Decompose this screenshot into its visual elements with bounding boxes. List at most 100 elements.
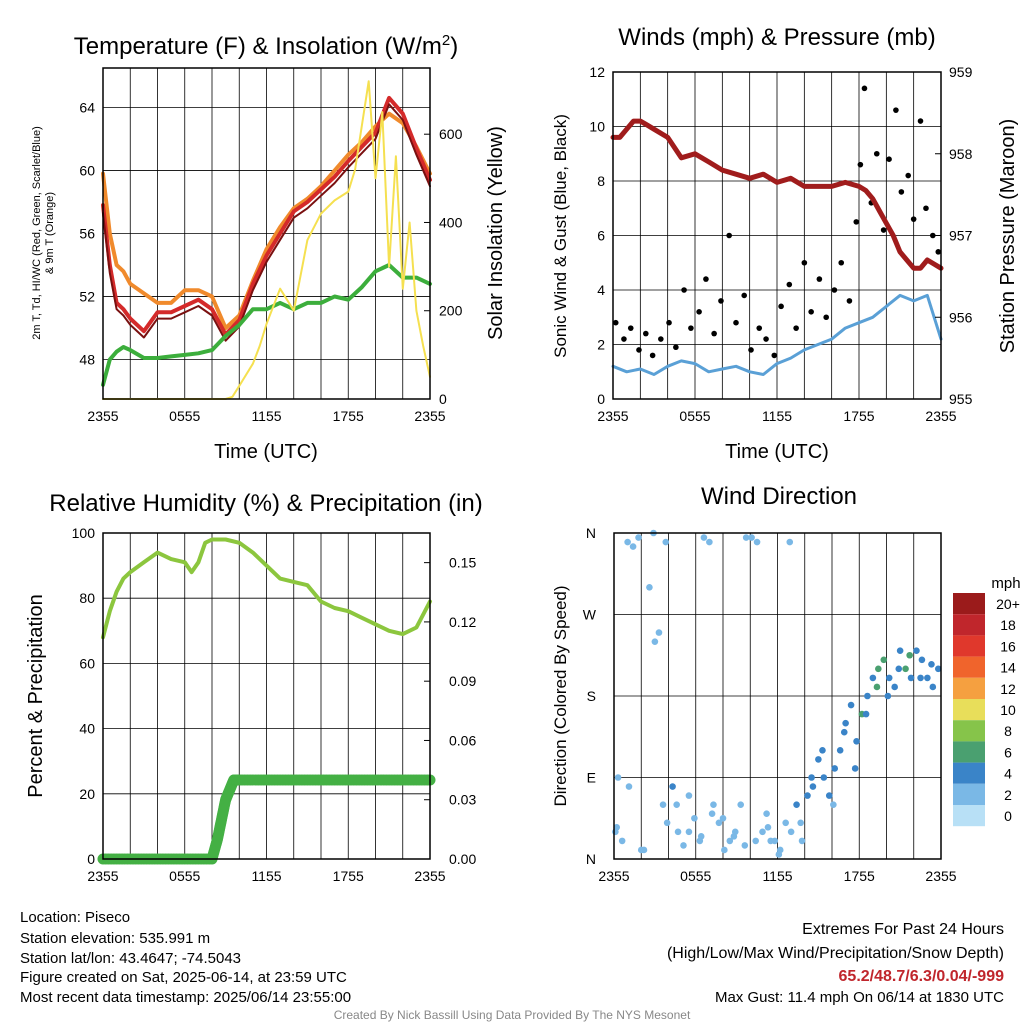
y2-tick-label: 0 [439, 391, 447, 407]
gust-point [649, 352, 656, 359]
temperature-title: Temperature (F) & Insolation (W/m2) [74, 32, 458, 60]
direction-point [786, 538, 794, 546]
gust-point [808, 309, 814, 315]
direction-point [759, 828, 766, 836]
humidity-plot-frame [102, 532, 431, 860]
y2-tick-label: 0.00 [449, 851, 476, 867]
gust-point [886, 156, 892, 162]
direction-point [869, 674, 877, 682]
legend-swatch [953, 635, 985, 657]
direction-point [787, 828, 795, 836]
direction-point [663, 819, 671, 827]
humidity-ylabel: Percent & Precipitation [25, 594, 47, 797]
gust-point [846, 298, 853, 304]
y2-tick-label: 955 [949, 391, 973, 407]
speed-legend-title: mph [991, 575, 1020, 592]
y-tick-label: 10 [589, 119, 605, 135]
y2-tick-label: 200 [439, 303, 463, 319]
humidity-title: Relative Humidity (%) & Precipitation (i… [49, 490, 482, 517]
winds-ticks: 2355 0555 1155 1755 235502468101295595695795… [589, 64, 972, 424]
direction-point [726, 837, 734, 845]
x-tick-label: 2355 [414, 868, 445, 884]
direction-point [646, 584, 653, 591]
direction-point [752, 837, 759, 845]
temperature-plot-frame [102, 67, 431, 400]
gust-point [621, 336, 627, 342]
direction-point [798, 837, 806, 845]
direction-point [918, 656, 926, 664]
gust-point [711, 330, 717, 337]
legend-swatch [953, 762, 985, 784]
footer-latlon: Station lat/lon: 43.4647; -74.5043 [20, 950, 241, 967]
direction-point [842, 719, 849, 727]
gust-point [898, 189, 905, 195]
direction-point [771, 837, 779, 845]
legend-label: 14 [1000, 660, 1016, 676]
x-tick-label: 2355 [414, 408, 445, 424]
direction-point [669, 783, 676, 790]
x-tick-label: 1755 [333, 868, 364, 884]
gust-point [861, 85, 868, 92]
legend-swatch [953, 805, 985, 827]
direction-point [629, 543, 637, 550]
gust-point [763, 336, 769, 342]
direction-point [862, 710, 870, 718]
y-tick-label: W [583, 607, 597, 623]
direction-point [753, 538, 761, 546]
direction-point [913, 647, 920, 655]
extremes-values: 65.2/48.7/6.3/0.04/-999 [839, 968, 1005, 985]
direction-point [825, 792, 833, 799]
wind-line [611, 293, 943, 376]
gust-point [688, 325, 694, 331]
x-tick-label: 2355 [925, 868, 956, 884]
temperature-panel: Temperature (F) & Insolation (W/m2) 2355… [31, 32, 507, 463]
rh-line [101, 537, 432, 640]
y-tick-label: 8 [597, 173, 605, 189]
legend-label: 12 [1000, 681, 1016, 697]
direction-point [902, 665, 909, 673]
gust-point [673, 344, 679, 351]
heat_index-line [102, 103, 431, 342]
gust-point [823, 314, 829, 321]
direction-point [873, 683, 881, 691]
x-tick-label: 1155 [251, 868, 281, 884]
direction-ylabel: Direction (Colored By Speed) [551, 585, 570, 806]
gust-point [756, 325, 763, 331]
direction-point [673, 801, 680, 808]
y-tick-label: N [586, 525, 596, 541]
direction-grid [614, 533, 941, 859]
x-tick-label: 1155 [762, 408, 792, 424]
gust-point [857, 161, 864, 168]
legend-label: 4 [1004, 766, 1012, 782]
temperature-ylabel-line2: & 9m T (Orange) [44, 192, 56, 274]
direction-point [891, 683, 898, 691]
winds-series [610, 85, 944, 376]
x-tick-label: 2355 [925, 408, 956, 424]
gust-point [880, 227, 887, 233]
direction-point [741, 842, 749, 849]
y2-tick-label: 600 [439, 126, 463, 142]
gust-point [612, 319, 619, 326]
x-tick-label: 1755 [333, 408, 364, 424]
direction-point [706, 538, 713, 546]
direction-point [934, 665, 942, 673]
direction-panel: Wind Direction 2355 0555 1155 1755 2355NESWN… [551, 483, 1021, 884]
direction-point [815, 756, 822, 763]
y2-tick-label: 0.15 [449, 555, 476, 571]
x-tick-label: 2355 [598, 868, 629, 884]
legend-label: 0 [1004, 808, 1012, 824]
x-tick-label: 0555 [680, 868, 711, 884]
y-tick-label: 2 [597, 337, 605, 353]
direction-point [719, 814, 727, 822]
winds-ylabel: Sonic Wind & Gust (Blue, Black) [551, 114, 570, 358]
gust-point [910, 216, 917, 222]
direction-point [700, 534, 708, 541]
gust-point [718, 298, 724, 304]
direction-point [804, 792, 811, 799]
direction-point [613, 824, 621, 831]
direction-point [917, 674, 924, 682]
y2-tick-label: 958 [949, 146, 973, 162]
extremes-subtitle: (High/Low/Max Wind/Precipitation/Snow De… [667, 945, 1004, 962]
direction-point [819, 747, 826, 754]
